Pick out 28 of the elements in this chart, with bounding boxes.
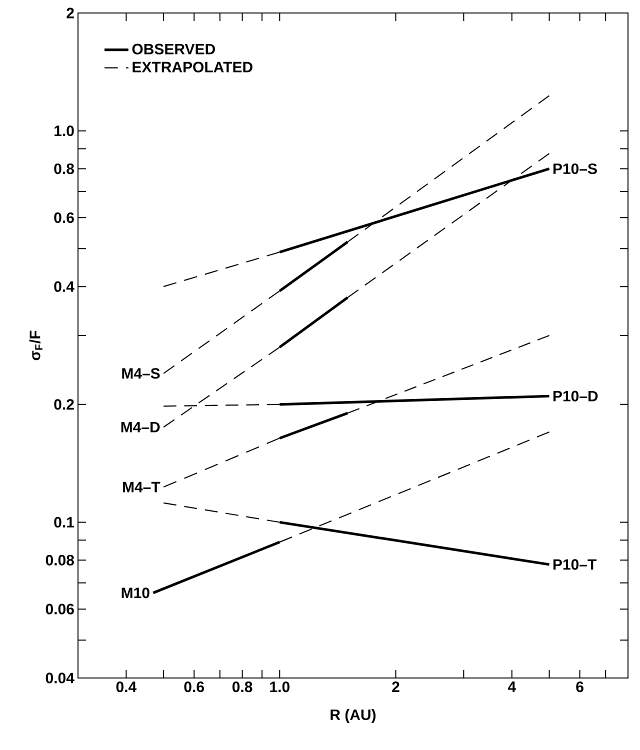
- legend-label: OBSERVED: [132, 44, 215, 54]
- y-tick-label: 0.1: [54, 516, 74, 528]
- y-tick-label: 0.8: [54, 163, 74, 174]
- x-tick-label: 0.4: [116, 682, 137, 692]
- annotation: M4–T: [123, 482, 160, 492]
- x-tick-label: 0.6: [184, 682, 204, 692]
- y-tick-label: 1.0: [54, 126, 74, 136]
- y-axis-title: σ$_{F}$/F: [29, 330, 42, 360]
- legend-label: EXTRAPOLATED: [132, 62, 252, 72]
- x-tick-label: 0.8: [232, 682, 252, 692]
- annotation: M10: [122, 588, 150, 598]
- annotation: M4–S: [122, 368, 160, 379]
- x-tick-label: 4: [508, 682, 516, 692]
- y-tick-label: 0.6: [54, 212, 74, 223]
- x-axis-title: R (AU): [330, 709, 376, 723]
- x-tick-label: 2: [392, 682, 400, 692]
- annotation: P10–D: [553, 390, 598, 402]
- y-tick-label: 0.06: [46, 604, 74, 614]
- y-tick-label: 0.2: [54, 399, 74, 410]
- y-tick-label: 0.04: [46, 672, 74, 684]
- y-tick-label: 0.4: [54, 281, 74, 292]
- y-tick-label: 0.08: [46, 554, 74, 566]
- annotation: P10–T: [553, 559, 596, 570]
- annotation: P10–S: [553, 163, 597, 174]
- annotation: M4–D: [121, 422, 160, 432]
- x-tick-label: 1.0: [270, 682, 290, 692]
- x-tick-label: 6: [576, 682, 584, 692]
- y-tick-label: 2: [66, 8, 74, 18]
